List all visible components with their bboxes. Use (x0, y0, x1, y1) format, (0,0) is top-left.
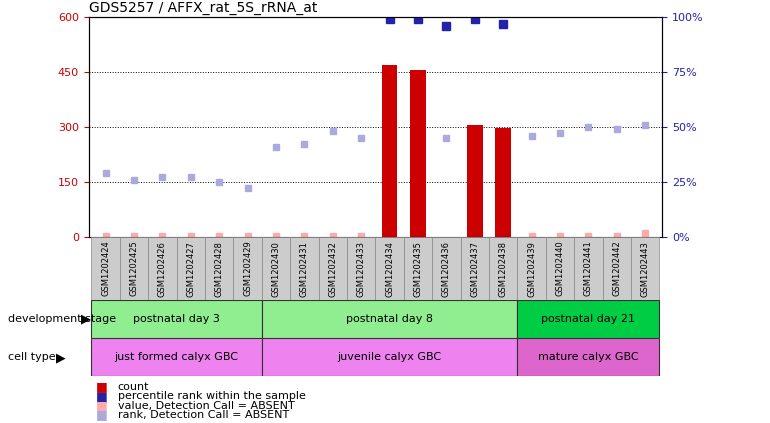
Text: GDS5257 / AFFX_rat_5S_rRNA_at: GDS5257 / AFFX_rat_5S_rRNA_at (89, 0, 317, 14)
Bar (92, 338, 262, 376)
Text: GSM1202429: GSM1202429 (243, 241, 252, 297)
Bar (403, 237, 432, 300)
Bar (517, 338, 659, 376)
Text: GSM1202443: GSM1202443 (641, 241, 650, 297)
Bar (148, 237, 176, 300)
Text: postnatal day 8: postnatal day 8 (346, 314, 433, 324)
Text: value, Detection Call = ABSENT: value, Detection Call = ABSENT (118, 401, 295, 411)
Bar (290, 237, 319, 300)
Bar (432, 237, 460, 300)
Text: ■: ■ (96, 399, 108, 412)
Bar (603, 237, 631, 300)
Bar (176, 237, 205, 300)
Text: GSM1202426: GSM1202426 (158, 241, 167, 297)
Text: GSM1202440: GSM1202440 (555, 241, 564, 297)
Text: ▶: ▶ (81, 313, 91, 326)
Text: postnatal day 3: postnatal day 3 (133, 314, 220, 324)
Text: ■: ■ (96, 381, 108, 393)
Bar (382, 65, 397, 237)
Text: GSM1202437: GSM1202437 (470, 241, 479, 297)
Text: ■: ■ (96, 390, 108, 403)
Text: GSM1202425: GSM1202425 (129, 241, 139, 297)
Text: count: count (118, 382, 149, 392)
Text: juvenile calyx GBC: juvenile calyx GBC (337, 352, 442, 363)
Bar (120, 237, 148, 300)
Text: mature calyx GBC: mature calyx GBC (538, 352, 638, 363)
Text: GSM1202427: GSM1202427 (186, 241, 196, 297)
Bar (467, 125, 483, 237)
Bar (262, 237, 290, 300)
Text: ▶: ▶ (56, 351, 65, 364)
Text: GSM1202442: GSM1202442 (612, 241, 621, 297)
Bar (262, 338, 517, 376)
Text: GSM1202430: GSM1202430 (272, 241, 280, 297)
Text: GSM1202433: GSM1202433 (357, 241, 366, 297)
Bar (92, 300, 262, 338)
Text: cell type: cell type (8, 352, 55, 363)
Bar (517, 300, 659, 338)
Text: GSM1202424: GSM1202424 (101, 241, 110, 297)
Text: percentile rank within the sample: percentile rank within the sample (118, 391, 306, 401)
Bar (205, 237, 233, 300)
Text: postnatal day 21: postnatal day 21 (541, 314, 635, 324)
Bar (319, 237, 347, 300)
Bar (631, 237, 659, 300)
Text: ■: ■ (96, 409, 108, 421)
Bar (233, 237, 262, 300)
Bar (347, 237, 376, 300)
Bar (460, 237, 489, 300)
Text: GSM1202435: GSM1202435 (413, 241, 423, 297)
Bar (410, 70, 426, 237)
Bar (376, 237, 403, 300)
Bar (92, 237, 120, 300)
Bar (517, 237, 546, 300)
Bar (489, 237, 517, 300)
Text: development stage: development stage (8, 314, 115, 324)
Text: GSM1202438: GSM1202438 (499, 241, 507, 297)
Bar (574, 237, 603, 300)
Text: just formed calyx GBC: just formed calyx GBC (115, 352, 239, 363)
Text: GSM1202441: GSM1202441 (584, 241, 593, 297)
Text: GSM1202431: GSM1202431 (300, 241, 309, 297)
Text: GSM1202434: GSM1202434 (385, 241, 394, 297)
Text: GSM1202439: GSM1202439 (527, 241, 536, 297)
Text: GSM1202428: GSM1202428 (215, 241, 223, 297)
Bar (262, 300, 517, 338)
Bar (495, 128, 511, 237)
Text: GSM1202432: GSM1202432 (328, 241, 337, 297)
Bar (546, 237, 574, 300)
Text: GSM1202436: GSM1202436 (442, 241, 451, 297)
Text: rank, Detection Call = ABSENT: rank, Detection Call = ABSENT (118, 410, 289, 420)
